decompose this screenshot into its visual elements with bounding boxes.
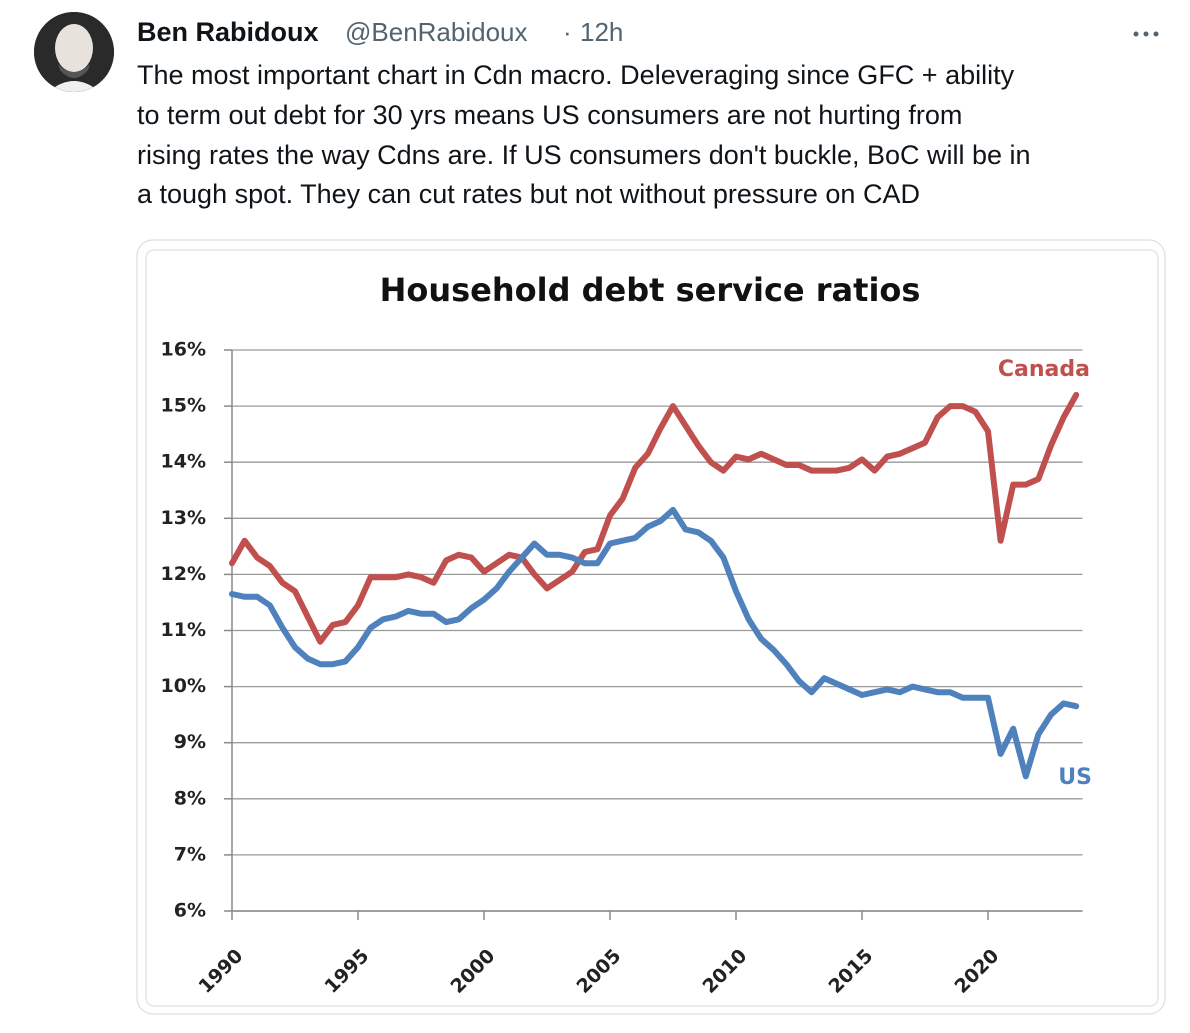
series-label: Canada (998, 357, 1090, 382)
separator: · (563, 17, 572, 47)
y-tick-label: 16% (161, 339, 206, 361)
avatar[interactable] (30, 10, 120, 100)
handle[interactable]: @BenRabidoux (345, 17, 528, 47)
y-tick-label: 14% (161, 451, 206, 473)
chart-title: Household debt service ratios (380, 271, 921, 309)
y-tick-label: 11% (161, 619, 206, 641)
y-tick-label: 15% (161, 395, 206, 417)
more-button[interactable] (1133, 31, 1159, 37)
y-tick-label: 13% (161, 507, 206, 529)
y-tick-label: 9% (174, 731, 206, 753)
y-tick-label: 12% (161, 563, 206, 585)
tweet-text: a tough spot. They can cut rates but not… (137, 179, 920, 209)
y-tick-label: 6% (174, 900, 206, 922)
series-line (229, 506, 1080, 780)
series-line (229, 391, 1080, 645)
timestamp[interactable]: 12h (580, 17, 623, 47)
chart-frame (145, 249, 1159, 1007)
author-name[interactable]: Ben Rabidoux (137, 17, 319, 47)
tweet-text: to term out debt for 30 yrs means US con… (137, 100, 962, 130)
tweet-text: rising rates the way Cdns are. If US con… (137, 140, 1031, 170)
y-tick-label: 8% (174, 787, 206, 809)
y-tick-label: 10% (161, 675, 206, 697)
tweet-text: The most important chart in Cdn macro. D… (137, 60, 1015, 90)
series-label: US (1058, 765, 1092, 790)
y-tick-label: 7% (174, 843, 206, 865)
